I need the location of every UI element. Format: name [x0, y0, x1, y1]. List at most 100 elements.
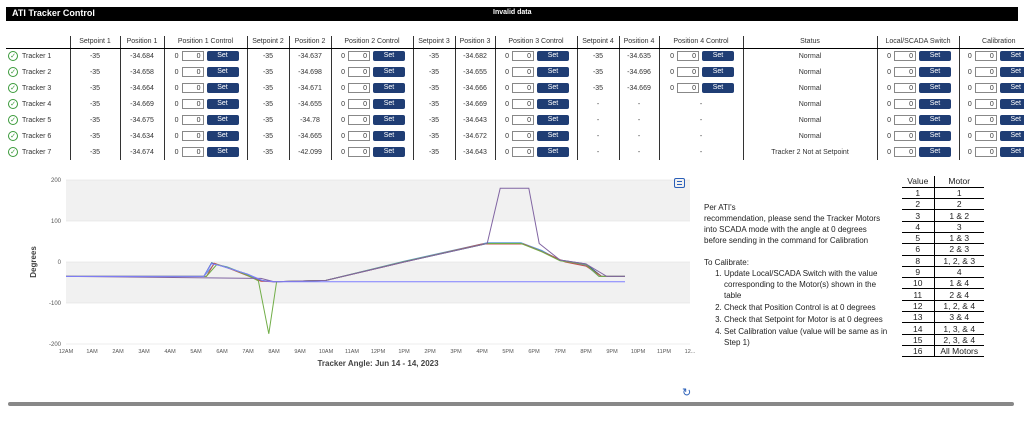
column-header: Position 2 Control	[330, 36, 413, 49]
set-button[interactable]: Set	[373, 83, 405, 93]
control-input[interactable]: 0	[974, 67, 997, 77]
control-input[interactable]: 0	[894, 99, 916, 109]
set-button[interactable]: Set	[919, 51, 951, 62]
control-input[interactable]: 0	[181, 83, 204, 93]
horizontal-scrollbar[interactable]	[8, 402, 1014, 406]
control-input[interactable]: 0	[512, 99, 534, 109]
set-button[interactable]: Set	[919, 115, 951, 125]
control-input[interactable]: 0	[348, 99, 370, 109]
set-button[interactable]: Set	[206, 131, 239, 141]
sp3-value: -35	[428, 148, 440, 156]
set-button[interactable]: Set	[537, 67, 569, 77]
set-button[interactable]: Set	[537, 147, 569, 157]
control-input[interactable]: 0	[181, 115, 204, 125]
set-button[interactable]: Set	[999, 115, 1024, 125]
set-button[interactable]: Set	[999, 51, 1024, 62]
control-input[interactable]: 0	[974, 115, 997, 125]
value-cell: 9	[902, 266, 935, 279]
control-input[interactable]: 0	[974, 51, 997, 62]
set-button[interactable]: Set	[702, 83, 734, 93]
set-button[interactable]: Set	[919, 83, 951, 93]
set-button[interactable]: Set	[919, 147, 951, 157]
set-button[interactable]: Set	[537, 115, 569, 125]
control-input[interactable]: 0	[348, 67, 370, 77]
control-input[interactable]: 0	[894, 51, 916, 62]
set-button[interactable]: Set	[919, 67, 951, 77]
set-button[interactable]: Set	[919, 131, 951, 141]
set-button[interactable]: Set	[999, 99, 1024, 109]
control-input[interactable]: 0	[512, 67, 534, 77]
scada-control: 0 0 Set	[885, 51, 951, 62]
control-input[interactable]: 0	[181, 67, 204, 77]
motor-cell: 1 & 2	[934, 209, 984, 222]
scada-control: 0 0 Set	[885, 99, 951, 109]
control-input[interactable]: 0	[348, 147, 370, 157]
control-input[interactable]: 0	[894, 83, 916, 93]
set-button[interactable]: Set	[373, 51, 405, 62]
control-input[interactable]: 0	[512, 83, 534, 93]
p2ctl-control: 0 0 Set	[339, 99, 405, 109]
set-button[interactable]: Set	[999, 147, 1024, 157]
set-button[interactable]: Set	[999, 131, 1024, 141]
control-input[interactable]: 0	[677, 51, 699, 62]
set-button[interactable]: Set	[537, 99, 569, 109]
p3ctl-control: 0 0 Set	[503, 147, 569, 157]
set-button[interactable]: Set	[999, 83, 1024, 93]
control-input[interactable]: 0	[181, 99, 204, 109]
control-input[interactable]: 0	[677, 67, 699, 77]
control-input[interactable]: 0	[348, 83, 370, 93]
set-button[interactable]: Set	[537, 131, 569, 141]
control-prefix: 0	[174, 132, 179, 140]
control-input[interactable]: 0	[348, 131, 370, 141]
control-input[interactable]: 0	[894, 131, 916, 141]
set-button[interactable]: Set	[373, 131, 405, 141]
set-button[interactable]: Set	[537, 83, 569, 93]
control-input[interactable]: 0	[974, 147, 997, 157]
sp2-value: -35	[262, 100, 274, 108]
refresh-icon[interactable]: ↻	[682, 387, 692, 399]
control-input[interactable]: 0	[974, 83, 997, 93]
instructions-recommendation: recommendation, please send the Tracker …	[704, 214, 881, 245]
control-input[interactable]: 0	[181, 147, 204, 157]
set-button[interactable]: Set	[373, 147, 405, 157]
control-input[interactable]: 0	[894, 115, 916, 125]
set-button[interactable]: Set	[537, 51, 569, 62]
set-button[interactable]: Set	[206, 115, 239, 125]
set-button[interactable]: Set	[702, 51, 734, 62]
control-input[interactable]: 0	[348, 51, 370, 62]
control-input[interactable]: 0	[677, 83, 699, 93]
set-button[interactable]: Set	[373, 99, 405, 109]
control-input[interactable]: 0	[181, 131, 204, 141]
set-button[interactable]: Set	[702, 67, 734, 77]
set-button[interactable]: Set	[206, 51, 239, 62]
control-input[interactable]: 0	[512, 115, 534, 125]
p1-value: -34.669	[130, 100, 154, 108]
control-input[interactable]: 0	[512, 147, 534, 157]
calib-control: 0 0 Set	[966, 115, 1024, 125]
scada-control: 0 0 Set	[885, 131, 951, 141]
set-button[interactable]: Set	[373, 115, 405, 125]
set-button[interactable]: Set	[206, 67, 239, 77]
status-value: Normal	[798, 84, 822, 92]
check-circle-icon: ✓	[8, 147, 18, 157]
control-input[interactable]: 0	[894, 147, 916, 157]
value-motor-row: 10 1 & 4	[902, 277, 984, 290]
control-input[interactable]: 0	[512, 131, 534, 141]
control-prefix: 0	[174, 68, 179, 76]
control-input[interactable]: 0	[348, 115, 370, 125]
set-button[interactable]: Set	[206, 99, 239, 109]
set-button[interactable]: Set	[999, 67, 1024, 77]
export-icon[interactable]	[674, 178, 685, 188]
control-input[interactable]: 0	[512, 51, 534, 62]
set-button[interactable]: Set	[373, 67, 405, 77]
sp2-value: -35	[262, 84, 274, 92]
set-button[interactable]: Set	[206, 147, 239, 157]
control-input[interactable]: 0	[894, 67, 916, 77]
control-input[interactable]: 0	[974, 131, 997, 141]
control-input[interactable]: 0	[974, 99, 997, 109]
set-button[interactable]: Set	[206, 83, 239, 93]
control-input[interactable]: 0	[181, 51, 204, 62]
p3-value: -34.643	[463, 148, 487, 156]
set-button[interactable]: Set	[919, 99, 951, 109]
